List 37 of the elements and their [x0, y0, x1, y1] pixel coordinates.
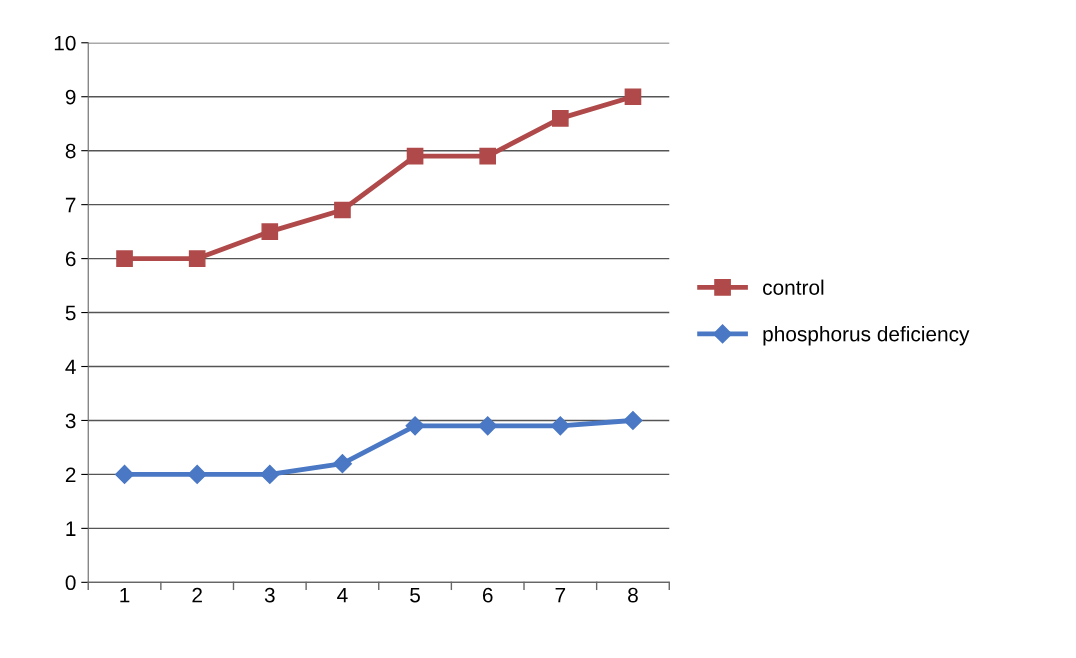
x-tick-label: 3: [264, 587, 275, 603]
y-tick-label: 8: [65, 143, 76, 159]
x-tick-label: 6: [482, 587, 493, 603]
point: [332, 454, 352, 474]
y-tick-label: 9: [65, 89, 76, 105]
point: [406, 147, 424, 165]
point: [405, 416, 425, 436]
y-tick-label: 6: [65, 251, 76, 267]
point: [550, 416, 570, 436]
point: [478, 416, 498, 436]
y-tick-label: 7: [65, 197, 76, 213]
x-tick-label: 1: [120, 587, 130, 603]
point: [261, 223, 279, 240]
y-tick-label: 0: [65, 575, 76, 591]
point: [479, 147, 497, 165]
x-tick-label: 5: [410, 587, 420, 603]
x-tick-label: 7: [555, 587, 566, 603]
point: [187, 464, 207, 484]
point: [551, 109, 569, 127]
y-tick-label: 3: [65, 413, 76, 429]
legend-label: control: [763, 279, 824, 295]
x-tick-label: 2: [192, 587, 202, 603]
point: [334, 201, 351, 219]
x-tick-label: 8: [628, 587, 638, 603]
y-tick-label: 4: [65, 359, 76, 375]
point: [188, 250, 206, 267]
y-tick-label: 5: [65, 305, 76, 321]
point: [116, 250, 133, 267]
y-tick-label: 2: [65, 467, 76, 482]
x-tick-label: 4: [337, 587, 348, 603]
point: [260, 464, 280, 484]
point: [115, 464, 135, 484]
y-tick-label: 10: [54, 35, 76, 51]
point: [623, 410, 643, 430]
y-tick-label: 1: [66, 521, 76, 536]
legend-label: phosphorus deficiency: [763, 326, 970, 346]
point: [624, 88, 642, 106]
